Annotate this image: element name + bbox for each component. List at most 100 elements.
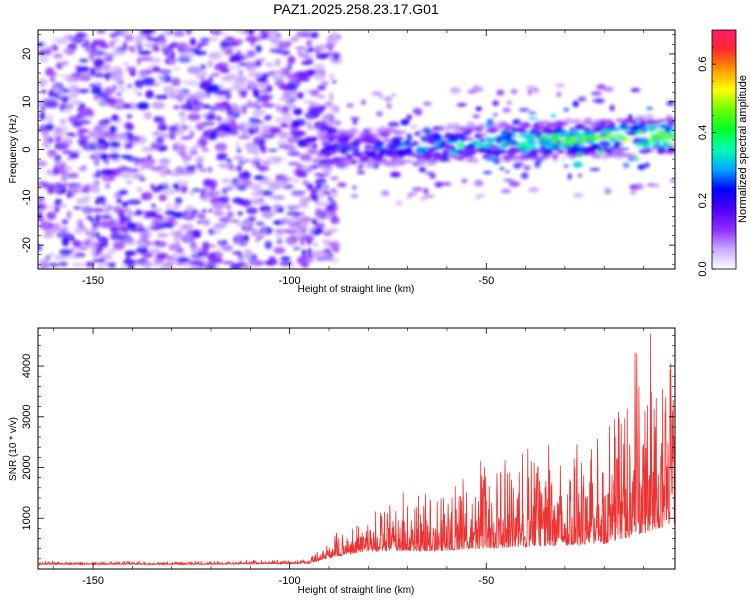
- heatmap-noise-blob: [126, 114, 133, 119]
- heatmap-signal-blob: [621, 136, 627, 141]
- heatmap-noise-blob: [245, 35, 259, 43]
- heatmap-noise-blob: [190, 145, 195, 153]
- heatmap-signal-blob: [441, 141, 452, 145]
- heatmap-signal-blob: [323, 185, 330, 189]
- heatmap-noise-blob: [216, 95, 227, 100]
- heatmap-noise-blob: [161, 46, 174, 54]
- heatmap-signal-blob: [418, 166, 426, 173]
- heatmap-noise-blob: [155, 263, 160, 267]
- heatmap-noise-blob: [317, 94, 326, 99]
- heatmap-noise-blob: [62, 48, 75, 53]
- heatmap-noise-blob: [191, 247, 198, 254]
- heatmap-noise-blob: [126, 123, 134, 131]
- figure-title: PAZ1.2025.258.23.17.G01: [273, 1, 439, 17]
- heatmap-signal-blob: [384, 96, 393, 102]
- heatmap-signal-blob: [375, 111, 383, 117]
- heatmap-noise-blob: [70, 237, 76, 242]
- heatmap-noise-blob: [175, 197, 183, 205]
- heatmap-noise-blob: [111, 114, 120, 122]
- heatmap-signal-blob: [347, 147, 352, 152]
- heatmap-noise-blob: [129, 45, 136, 54]
- heatmap-signal-blob: [442, 135, 451, 139]
- heatmap-noise-blob: [120, 154, 133, 160]
- heatmap-signal-blob: [470, 148, 480, 153]
- heatmap-noise-blob: [225, 116, 232, 123]
- heatmap-noise-blob: [260, 145, 267, 154]
- heatmap-noise-blob: [215, 62, 229, 69]
- heatmap-signal-blob: [505, 140, 514, 147]
- heatmap-noise-blob: [186, 124, 193, 132]
- heatmap-signal-blob: [370, 137, 379, 140]
- heatmap-signal-blob: [665, 127, 670, 133]
- heatmap-noise-blob: [104, 183, 111, 189]
- heatmap-noise-blob: [170, 169, 182, 178]
- heatmap-signal-blob: [396, 148, 408, 156]
- heatmap-noise-blob: [78, 224, 85, 228]
- heatmap-noise-blob: [287, 151, 301, 156]
- heatmap-noise-blob: [287, 55, 296, 65]
- heatmap-noise-blob: [176, 256, 190, 263]
- heatmap-noise-blob: [95, 231, 100, 239]
- heatmap-noise-blob: [121, 201, 129, 208]
- heatmap-noise-blob: [277, 43, 291, 49]
- heatmap-signal-blob: [598, 84, 606, 90]
- heatmap-noise-blob: [103, 55, 113, 63]
- heatmap-noise-blob: [58, 124, 69, 133]
- heatmap-noise-blob: [261, 203, 269, 208]
- heatmap-noise-blob: [246, 207, 258, 215]
- heatmap-noise-blob: [108, 205, 113, 210]
- heatmap-signal-blob: [485, 155, 497, 162]
- heatmap-noise-blob: [141, 146, 155, 153]
- heatmap-noise-blob: [275, 179, 285, 188]
- heatmap-noise-blob: [193, 143, 202, 149]
- heatmap-signal-blob: [647, 121, 658, 125]
- heatmap-noise-blob: [233, 155, 245, 160]
- heatmap-noise-blob: [238, 176, 249, 181]
- heatmap-noise-blob: [213, 209, 223, 217]
- heatmap-noise-blob: [288, 206, 296, 214]
- heatmap-noise-blob: [48, 89, 53, 99]
- heatmap-noise-blob: [329, 52, 335, 62]
- heatmap-noise-blob: [111, 38, 120, 43]
- heatmap-signal-blob: [448, 151, 458, 155]
- heatmap-noise-blob: [258, 89, 270, 94]
- heatmap-noise-blob: [250, 261, 264, 266]
- heatmap-noise-blob: [264, 240, 272, 250]
- heatmap-noise-blob: [152, 187, 161, 193]
- heatmap-noise-blob: [223, 187, 229, 192]
- heatmap-signal-blob: [630, 188, 637, 196]
- heatmap-noise-blob: [145, 210, 158, 218]
- heatmap-signal-blob: [423, 194, 435, 199]
- heatmap-signal-blob: [352, 185, 357, 190]
- heatmap-noise-blob: [52, 53, 63, 59]
- heatmap-noise-blob: [246, 83, 252, 91]
- heatmap-signal-blob: [614, 132, 622, 136]
- y-tick-label: -20: [21, 237, 33, 253]
- heatmap-signal-blob: [484, 123, 492, 127]
- heatmap-noise-blob: [126, 180, 133, 184]
- heatmap-signal-blob: [583, 117, 592, 123]
- heatmap-noise-blob: [152, 66, 161, 73]
- heatmap-signal-blob: [609, 104, 615, 112]
- heatmap-noise-blob: [97, 262, 105, 269]
- heatmap-signal-blob: [409, 142, 421, 146]
- heatmap-noise-blob: [210, 30, 222, 36]
- heatmap-signal-blob: [468, 156, 474, 163]
- heatmap-noise-blob: [78, 58, 89, 63]
- heatmap-noise-blob: [104, 132, 118, 139]
- heatmap-signal-blob: [603, 129, 613, 134]
- heatmap-noise-blob: [180, 185, 188, 194]
- heatmap-noise-blob: [261, 228, 267, 235]
- heatmap-noise-blob: [173, 30, 185, 37]
- heatmap-signal-blob: [416, 161, 428, 166]
- heatmap-signal-blob: [480, 142, 491, 149]
- heatmap-noise-blob: [145, 69, 154, 74]
- heatmap-noise-blob: [222, 261, 235, 265]
- heatmap-noise-blob: [158, 76, 166, 84]
- heatmap-noise-blob: [226, 211, 234, 219]
- heatmap-noise-blob: [240, 265, 251, 269]
- heatmap-signal-blob: [530, 157, 535, 162]
- heatmap-signal-blob: [486, 137, 491, 140]
- heatmap-signal-blob: [557, 144, 562, 150]
- heatmap-noise-blob: [150, 166, 163, 171]
